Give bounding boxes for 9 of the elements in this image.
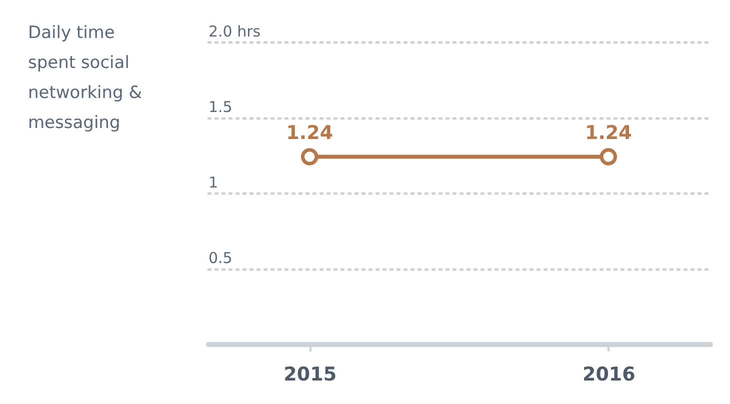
data-label: 1.24 xyxy=(286,122,334,144)
x-tick-label: 2016 xyxy=(582,364,636,386)
text: Daily time spent social networking & messaging xyxy=(28,22,143,135)
data-label: 1.24 xyxy=(584,122,632,144)
x-tick-label: 2015 xyxy=(284,364,337,386)
y-tick-label: 2.0 hrs xyxy=(208,22,261,40)
y-tick-label: 1 xyxy=(208,174,218,192)
y-tick-label: 0.5 xyxy=(208,249,232,267)
y-tick-label: 1.5 xyxy=(208,98,232,116)
